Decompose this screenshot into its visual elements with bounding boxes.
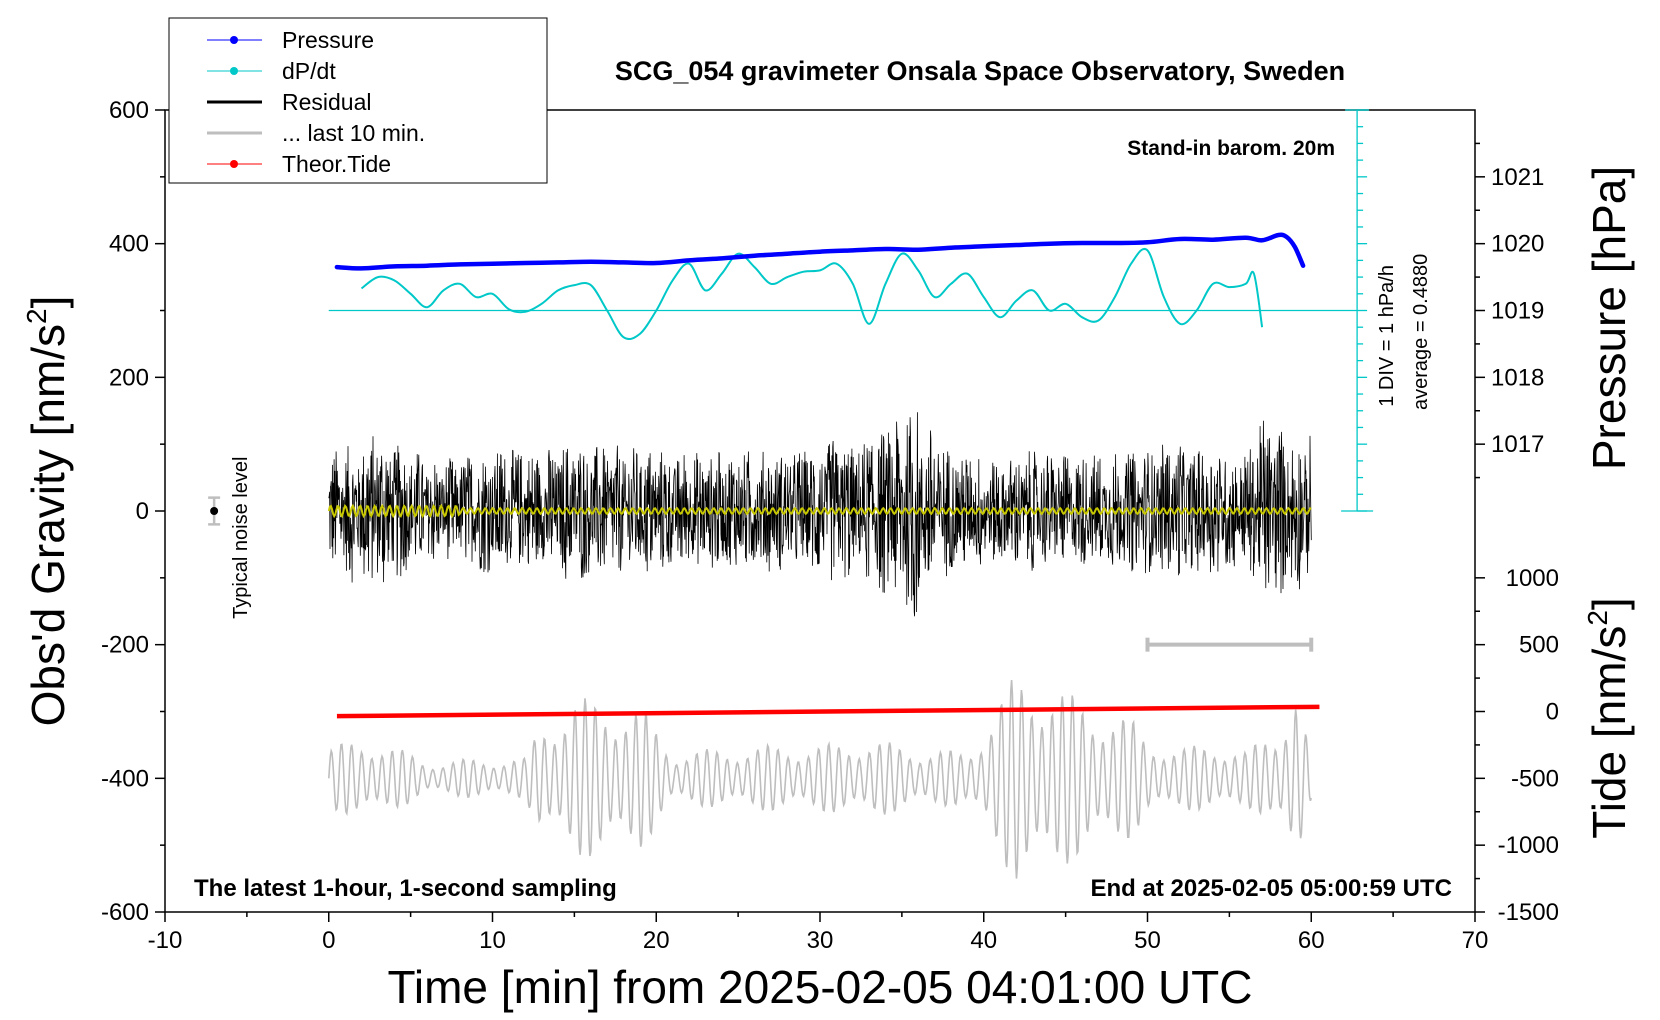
legend-label: Pressure: [282, 27, 374, 53]
y-axis-label-tide: Tide [nm/s2]: [1582, 597, 1635, 838]
pressure-tick-label: 1020: [1491, 231, 1544, 258]
y-tick-label: 400: [109, 231, 149, 258]
tide-tick-label: -1000: [1498, 832, 1559, 859]
legend-label: dP/dt: [282, 58, 336, 84]
pressure-line: [334, 232, 1306, 271]
legend-label: Residual: [282, 89, 372, 115]
x-tick-label: 30: [807, 927, 834, 954]
y-tick-label: 0: [136, 498, 149, 525]
tide-tick-label: 0: [1546, 699, 1559, 726]
pressure-tick-label: 1021: [1491, 164, 1544, 191]
text-layer: 1 DIV = 1 hPa/h average = 0.4880 Typical n…: [21, 56, 1635, 1013]
legend-marker: [230, 36, 238, 44]
tide-tick-label: 500: [1519, 632, 1559, 659]
pressure-tick-label: 1017: [1491, 431, 1544, 458]
legend-marker: [230, 67, 238, 75]
smoothed-residual-line: [327, 503, 1312, 519]
last-10-min-series: [328, 680, 1313, 879]
x-tick-label: 60: [1298, 927, 1325, 954]
y-tick-label: 600: [109, 97, 149, 124]
pressure-tick-label: 1018: [1491, 364, 1544, 391]
x-axis-label: Time [min] from 2025-02-05 04:01:00 UTC: [388, 961, 1253, 1013]
end-time-note: End at 2025-02-05 05:00:59 UTC: [1091, 875, 1453, 902]
dpdt-line: [360, 248, 1264, 341]
tide-tick-label: -1500: [1498, 899, 1559, 926]
residual-line: [328, 412, 1312, 617]
x-tick-label: 50: [1134, 927, 1161, 954]
x-tick-label: 0: [322, 927, 335, 954]
x-tick-label: -10: [148, 927, 183, 954]
noise-level-label: Typical noise level: [230, 457, 252, 619]
y-tick-label: -200: [101, 632, 149, 659]
legend-label: ... last 10 min.: [282, 120, 425, 146]
theor-tide-line: [336, 704, 1320, 719]
barometer-note: Stand-in barom. 20m: [1127, 137, 1335, 160]
y-tick-label: -600: [101, 899, 149, 926]
legend-marker: [230, 160, 238, 168]
dpdt-div-label: 1 DIV = 1 hPa/h: [1376, 265, 1398, 407]
dpdt-average-label: average = 0.4880: [1410, 254, 1432, 410]
tide-tick-label: -500: [1511, 765, 1559, 792]
series-layer: [208, 109, 1374, 879]
x-tick-label: 20: [643, 927, 670, 954]
chart-title: SCG_054 gravimeter Onsala Space Observat…: [615, 56, 1345, 86]
residual-series: [328, 412, 1312, 617]
y-tick-label: -400: [101, 765, 149, 792]
latest-hour-note: The latest 1-hour, 1-second sampling: [194, 875, 617, 902]
legend: Pressure dP/dt Residual ... last 10 min. The…: [168, 17, 548, 184]
noise-bar-point: [210, 507, 219, 515]
x-tick-label: 40: [970, 927, 997, 954]
axes-layer: -10 0 10 20 30 40 50 60 706004002000-200-400-600…: [101, 97, 1559, 954]
smoothed-residual-series: [327, 503, 1312, 519]
y-axis-label-pressure: Pressure [hPa]: [1583, 166, 1635, 470]
last-10-min-line: [328, 680, 1313, 879]
y-axis-label-left: Obs'd Gravity [nm/s2]: [21, 296, 74, 727]
x-tick-label: 10: [479, 927, 506, 954]
tide-tick-label: 1000: [1506, 565, 1559, 592]
legend-label: Theor.Tide: [282, 151, 391, 177]
x-tick-label: 70: [1462, 927, 1489, 954]
pressure-tick-label: 1019: [1491, 298, 1544, 325]
y-tick-label: 200: [109, 364, 149, 391]
